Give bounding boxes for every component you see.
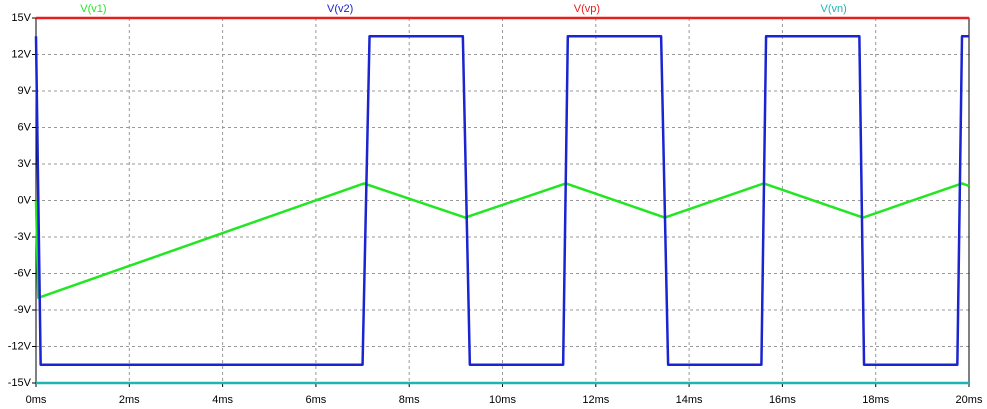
y-tick-label: 3V — [18, 158, 32, 170]
y-tick-label: -9V — [14, 304, 32, 316]
legend-entry: V(vp) — [574, 3, 600, 15]
legend-entry: V(v2) — [327, 3, 353, 15]
x-tick-label: 18ms — [862, 394, 889, 406]
x-tick-label: 20ms — [956, 394, 983, 406]
x-tick-label: 10ms — [489, 394, 516, 406]
x-tick-label: 6ms — [306, 394, 327, 406]
x-tick-label: 8ms — [399, 394, 420, 406]
legend-entry: V(v1) — [80, 3, 106, 15]
legend-entry: V(vn) — [820, 3, 846, 15]
y-tick-label: -3V — [14, 231, 32, 243]
y-tick-label: 12V — [11, 48, 31, 60]
y-tick-label: 9V — [18, 85, 32, 97]
x-tick-label: 16ms — [769, 394, 796, 406]
y-tick-label: 15V — [11, 12, 31, 24]
x-tick-label: 0ms — [26, 394, 47, 406]
x-tick-label: 2ms — [119, 394, 140, 406]
y-tick-label: 0V — [18, 194, 32, 206]
y-tick-label: -12V — [8, 340, 32, 352]
series-line — [34, 35, 969, 366]
y-tick-label: -15V — [8, 377, 32, 389]
x-tick-label: 4ms — [212, 394, 233, 406]
x-tick-label: 14ms — [676, 394, 703, 406]
series-line — [34, 182, 970, 300]
y-tick-label: 6V — [18, 121, 32, 133]
x-tick-label: 12ms — [582, 394, 609, 406]
y-tick-label: -6V — [14, 267, 32, 279]
